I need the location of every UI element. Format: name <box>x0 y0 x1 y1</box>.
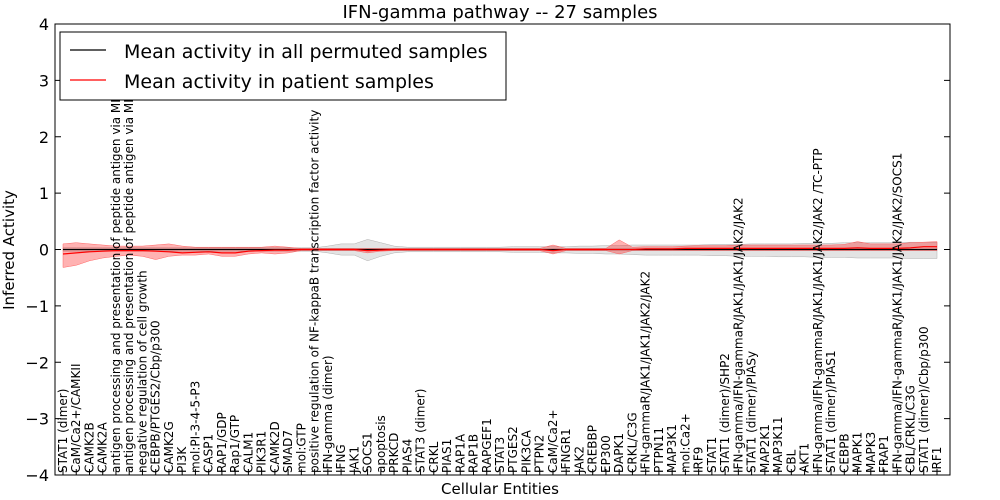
x-tick-label: CEBPB <box>837 433 851 473</box>
x-tick-label: CALM1 <box>241 432 255 473</box>
x-tick-label: positive regulation of NF-kappaB transcr… <box>308 110 322 473</box>
x-tick-label: apoptosis <box>374 415 388 473</box>
x-tick-label: STAT1 (dimer) <box>56 389 70 473</box>
x-tick-label: CASP1 <box>202 434 216 473</box>
x-tick-label: Rap1/GTP <box>228 415 242 473</box>
x-tick-label: MAP3K11 <box>771 416 785 473</box>
x-tick-label: MAPK3 <box>864 432 878 473</box>
x-tick-label: PTPN2 <box>533 435 547 473</box>
x-tick-label: RAP1/GDP <box>215 412 229 473</box>
y-tick-label: 4 <box>39 15 49 34</box>
x-tick-label: IFNGR1 <box>559 428 573 473</box>
y-ticks: −4 −3 −2 −1 0 1 2 3 4 <box>25 15 950 485</box>
x-tick-label: PIK3R1 <box>255 431 269 473</box>
x-tick-label: SMAD7 <box>281 430 295 473</box>
x-tick-label: antigen processing and presentation of p… <box>109 44 123 473</box>
y-tick-label: 0 <box>39 241 49 260</box>
x-tick-label: CREBBP <box>586 425 600 473</box>
x-tick-label: PIAS1 <box>440 439 454 473</box>
x-tick-label: CAMK2A <box>96 422 110 473</box>
x-tick-label: STAT1 (dimer)/SHP2 <box>718 353 732 473</box>
x-tick-label: IRF9 <box>692 447 706 473</box>
x-tick-label: FRAP1 <box>877 435 891 473</box>
x-tick-label: PIK3CA <box>520 429 534 473</box>
x-tick-label: CAMK2B <box>83 422 97 473</box>
x-tick-label: PRKCD <box>387 433 401 473</box>
legend-box <box>59 31 507 101</box>
x-tick-label: RAP1A <box>453 433 467 473</box>
x-tick-label: SOCS1 <box>361 432 375 473</box>
x-tick-label: CaM/Ca2+/CAMKII <box>69 364 83 473</box>
series-lines <box>62 246 937 255</box>
confidence-bands <box>62 239 938 268</box>
y-tick-label: 1 <box>39 184 49 203</box>
x-tick-label: PI3K <box>175 446 189 473</box>
x-tick-label: PTPN11 <box>652 427 666 473</box>
x-tick-label: CBL <box>784 449 798 473</box>
y-tick-label: −2 <box>25 353 49 372</box>
y-tick-label: −3 <box>25 410 49 429</box>
x-tick-label: JAK2 <box>573 446 587 474</box>
plot-frame <box>54 23 951 476</box>
x-tick-labels: STAT1 (dimer) CaM/Ca2+/CAMKII CAMK2B CAMK2A… <box>56 41 944 475</box>
x-tick-label: MAP3K1 <box>665 424 679 473</box>
band-patient <box>62 239 938 268</box>
x-tick-label: AKT1 <box>798 443 812 473</box>
x-tick-label: IFN-gamma/IFN-gammaR/JAK1/JAK1/JAK2/JAK2… <box>890 153 904 473</box>
x-tick-label: STAT1 (dimer)/PIASy <box>745 351 759 473</box>
chart-title: IFN-gamma pathway -- 27 samples <box>342 2 657 23</box>
x-tick-label: IRF1 <box>930 447 944 473</box>
y-tick-label: −4 <box>25 466 49 485</box>
x-tick-label: RAPGEF1 <box>480 418 494 473</box>
x-tick-label: STAT3 (dimer) <box>414 389 428 473</box>
line-patient <box>62 246 937 255</box>
x-tick-label: negative regulation of cell growth <box>136 270 150 473</box>
x-tick-label: EP300 <box>599 435 613 473</box>
x-tick-label: MAP2K1 <box>758 424 772 473</box>
x-tick-label: CRKL/C3G <box>625 412 639 473</box>
x-tick-label: IFN-gamma/IFN-gammaR/JAK1/JAK1/JAK2/JAK2… <box>811 148 825 473</box>
x-tick-label: STAT1 <box>705 437 719 473</box>
x-tick-label: CAMK2G <box>162 421 176 473</box>
x-tick-label: IFNG <box>334 444 348 473</box>
x-tick-label: CEBPB/PTGES2/Cbp/p300 <box>149 320 163 473</box>
x-tick-label: IFN-gammaR/JAK1/JAK1/JAK2/JAK2 <box>639 271 653 473</box>
x-tick-label: IFN-gamma/IFN-gammaR/JAK1/JAK1/JAK2/JAK2 <box>731 197 745 473</box>
x-tick-label: DAPK1 <box>612 433 626 473</box>
x-tick-label: PIAS4 <box>400 439 414 473</box>
x-tick-label: CaM/Ca2+ <box>546 409 560 473</box>
x-tick-label: CRKL <box>427 441 441 473</box>
legend-label-permuted: Mean activity in all permuted samples <box>124 41 487 63</box>
x-tick-label: STAT1 (dimer)/PIAS1 <box>824 350 838 473</box>
y-axis-label: Inferred Activity <box>0 190 18 310</box>
y-tick-label: 3 <box>39 71 49 90</box>
x-tick-label: mol:PI-3-4-5-P3 <box>188 381 202 473</box>
legend-label-patient: Mean activity in patient samples <box>124 71 434 93</box>
y-tick-label: −1 <box>25 297 49 316</box>
y-tick-label: 2 <box>39 128 49 147</box>
x-tick-label: CAMK2D <box>268 421 282 473</box>
x-tick-label: IFN-gamma (dimer) <box>321 355 335 473</box>
x-tick-label: STAT3 <box>493 437 507 473</box>
x-tick-label: mol:Ca2+ <box>678 413 692 473</box>
x-tick-label: PTGES2 <box>506 426 520 473</box>
x-tick-label: antigen processing and presentation of p… <box>122 41 136 473</box>
x-tick-label: mol:GTP <box>294 423 308 473</box>
x-tick-label: STAT1 (dimer)/Cbp/p300 <box>917 326 931 473</box>
x-tick-label: RAP1B <box>467 434 481 473</box>
x-tick-label: MAPK1 <box>851 432 865 473</box>
legend: Mean activity in all permuted samples Me… <box>59 31 507 101</box>
x-axis-label: Cellular Entities <box>441 480 559 498</box>
x-tick-label: JAK1 <box>347 446 361 474</box>
x-tick-label: CBL/CRKL/C3G <box>904 385 918 473</box>
